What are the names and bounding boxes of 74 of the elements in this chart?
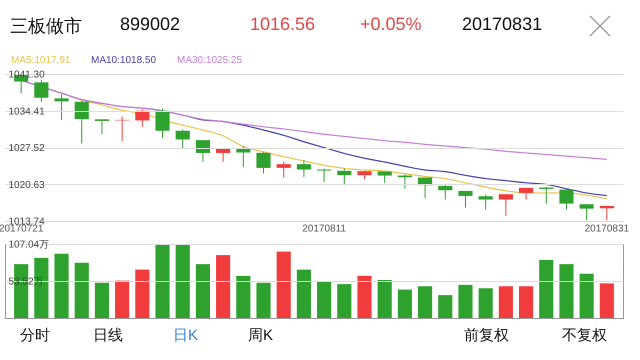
x-tick-label: 20170831	[584, 224, 630, 234]
candlestick	[176, 128, 190, 149]
bar	[438, 295, 452, 318]
x-tick-label: 20170811	[302, 224, 346, 234]
bar	[478, 288, 493, 318]
bar	[357, 276, 372, 318]
candlestick	[34, 80, 48, 102]
candlestick	[236, 146, 250, 168]
bar	[378, 280, 392, 318]
candlestick	[458, 190, 473, 208]
bar	[337, 284, 352, 318]
bar	[74, 262, 89, 318]
bar	[559, 264, 574, 318]
y-tick-label: 107.04万	[8, 240, 50, 250]
text: 1016.56	[250, 14, 316, 35]
y-tick-label: 1020.63	[8, 180, 46, 191]
text: 20170831	[462, 14, 542, 35]
bar	[317, 282, 332, 318]
candlestick	[580, 204, 594, 221]
bar	[498, 286, 513, 318]
bar	[54, 254, 69, 318]
candlestick	[378, 171, 392, 184]
bar	[276, 252, 291, 318]
candlestick	[155, 108, 170, 138]
text: 分时	[20, 326, 50, 345]
text: 不复权	[562, 326, 607, 345]
candlestick	[276, 161, 291, 178]
bar	[296, 270, 311, 318]
candlestick	[600, 205, 614, 221]
candlestick	[296, 160, 311, 178]
bar	[196, 264, 210, 318]
bar	[115, 280, 130, 318]
text: 日线	[93, 326, 123, 345]
series-label: MA5:1017.91	[11, 55, 71, 66]
candlestick	[74, 100, 89, 144]
text: 周K	[248, 326, 274, 345]
bar	[580, 274, 594, 318]
bar	[236, 276, 250, 318]
chart-title: 三板做市	[10, 15, 82, 38]
bar	[458, 284, 473, 318]
y-tick-label: 1034.41	[8, 106, 46, 118]
bar	[418, 286, 432, 318]
candlestick	[256, 151, 271, 174]
candlestick	[196, 140, 210, 162]
candlestick	[498, 194, 513, 216]
bar	[135, 270, 150, 318]
bar	[34, 258, 48, 318]
candlestick	[478, 194, 493, 210]
bar	[216, 255, 230, 318]
bar	[94, 282, 110, 318]
bar	[518, 286, 534, 318]
candlestick	[216, 148, 230, 162]
text: 前复权	[464, 326, 509, 345]
y-tick-label: 1041.30	[8, 70, 46, 80]
candlestick	[559, 188, 574, 210]
text: +0.05%	[360, 14, 422, 35]
text: MA10:1018.50	[91, 55, 156, 66]
bar	[256, 282, 271, 318]
text: 899002	[120, 14, 180, 35]
bar	[398, 290, 412, 318]
candlestick	[94, 118, 110, 135]
candlestick	[539, 186, 554, 204]
candlestick	[438, 184, 452, 200]
text: 日K	[173, 326, 198, 345]
y-tick-label: 1027.52	[8, 143, 46, 154]
bar	[176, 244, 190, 318]
bar	[155, 244, 170, 318]
candlestick	[115, 116, 130, 142]
candlestick	[317, 168, 332, 182]
bar	[539, 260, 554, 318]
bar	[600, 283, 614, 318]
candlestick	[54, 94, 69, 121]
candlestick	[337, 168, 352, 186]
text: MA30:1025.25	[177, 55, 242, 66]
